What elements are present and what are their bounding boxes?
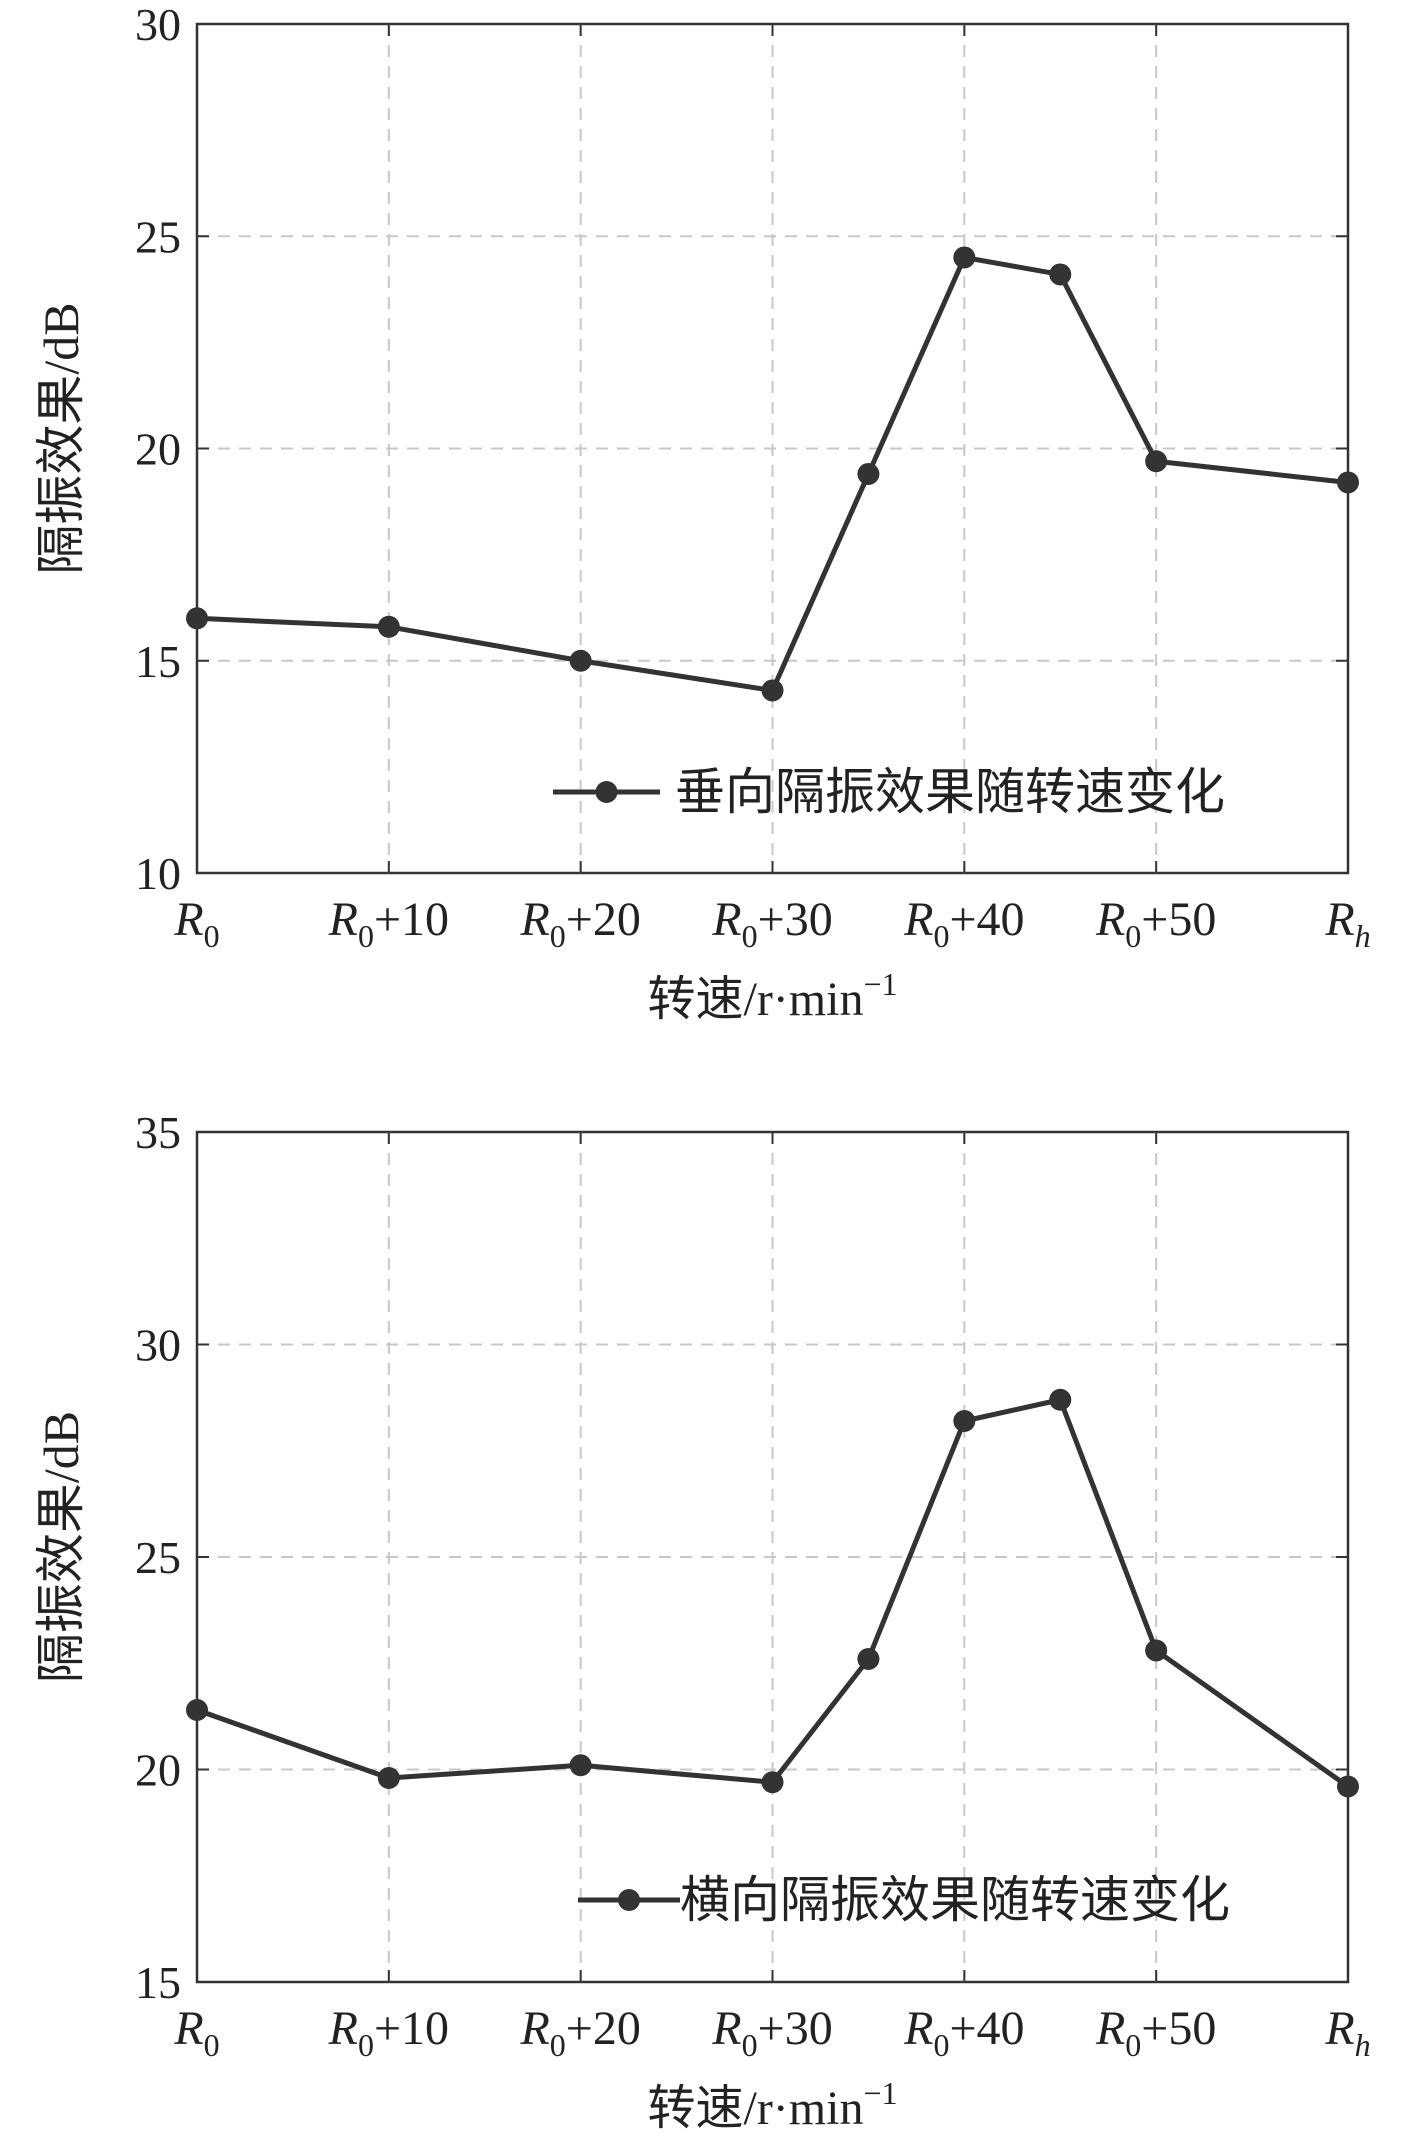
x-tick-label: R0+20 bbox=[519, 893, 640, 954]
x-tick-label: R0+20 bbox=[519, 2002, 640, 2063]
data-point bbox=[761, 679, 784, 702]
data-point bbox=[857, 1648, 880, 1670]
data-point bbox=[1337, 1775, 1359, 1798]
x-tick-label: R0+10 bbox=[328, 2002, 449, 2063]
x-tick-label: R0+30 bbox=[711, 893, 832, 954]
x-axis-label: 转速/r·min−1 bbox=[647, 966, 897, 1026]
data-point bbox=[1049, 263, 1072, 286]
y-tick-label: 20 bbox=[135, 424, 181, 475]
data-point bbox=[953, 246, 976, 269]
x-tick-label: Rh bbox=[1324, 2002, 1370, 2063]
y-axis-label: 隔振效果/dB bbox=[33, 302, 89, 574]
y-tick-label: 35 bbox=[135, 1107, 181, 1158]
data-point bbox=[377, 1767, 400, 1789]
x-tick-label: Rh bbox=[1324, 893, 1370, 954]
x-tick-label: R0+50 bbox=[1095, 893, 1216, 954]
x-tick-label: R0 bbox=[173, 893, 219, 954]
x-tick-label: R0+50 bbox=[1095, 2002, 1216, 2063]
y-tick-label: 25 bbox=[135, 211, 181, 262]
x-tick-label: R0 bbox=[173, 2002, 219, 2063]
legend-label: 垂向隔振效果随转速变化 bbox=[675, 764, 1225, 820]
y-tick-label: 20 bbox=[135, 1745, 181, 1796]
legend-label: 横向隔振效果随转速变化 bbox=[680, 1872, 1230, 1928]
data-point bbox=[1049, 1388, 1072, 1411]
legend-marker bbox=[595, 781, 618, 803]
y-tick-label: 10 bbox=[135, 848, 181, 899]
y-tick-label: 30 bbox=[135, 1320, 181, 1371]
data-point bbox=[1145, 450, 1168, 473]
y-tick-label: 15 bbox=[135, 1957, 181, 2008]
y-tick-label: 30 bbox=[135, 0, 181, 50]
data-point bbox=[1337, 471, 1359, 494]
data-point bbox=[857, 462, 880, 485]
legend-marker bbox=[618, 1889, 640, 1911]
x-tick-label: R0+10 bbox=[328, 893, 449, 954]
data-point bbox=[377, 615, 400, 638]
data-point bbox=[186, 607, 208, 630]
x-tick-label: R0+40 bbox=[903, 2002, 1024, 2063]
lateral-isolation-chart: 15 20 25 30 35 R0 R0+10 R0+20 R0+30 R0+40 R0+50 Rh 转… bbox=[33, 1107, 1371, 2133]
data-point bbox=[569, 649, 592, 672]
data-point bbox=[1145, 1639, 1168, 1662]
y-tick-label: 25 bbox=[135, 1532, 181, 1583]
y-tick-label: 15 bbox=[135, 636, 181, 687]
data-point bbox=[761, 1771, 784, 1794]
y-axis-label: 隔振效果/dB bbox=[33, 1411, 89, 1683]
vertical-isolation-chart: 10 15 20 25 30 R0 R0+10 R0+20 R0+30 R0+40 R0+50 Rh 转… bbox=[33, 0, 1371, 1026]
data-point bbox=[569, 1754, 592, 1777]
x-tick-label: R0+30 bbox=[711, 2002, 832, 2063]
x-tick-label: R0+40 bbox=[903, 893, 1024, 954]
data-point bbox=[186, 1699, 208, 1721]
data-point bbox=[953, 1410, 976, 1432]
x-axis-label: 转速/r·min−1 bbox=[647, 2075, 897, 2133]
